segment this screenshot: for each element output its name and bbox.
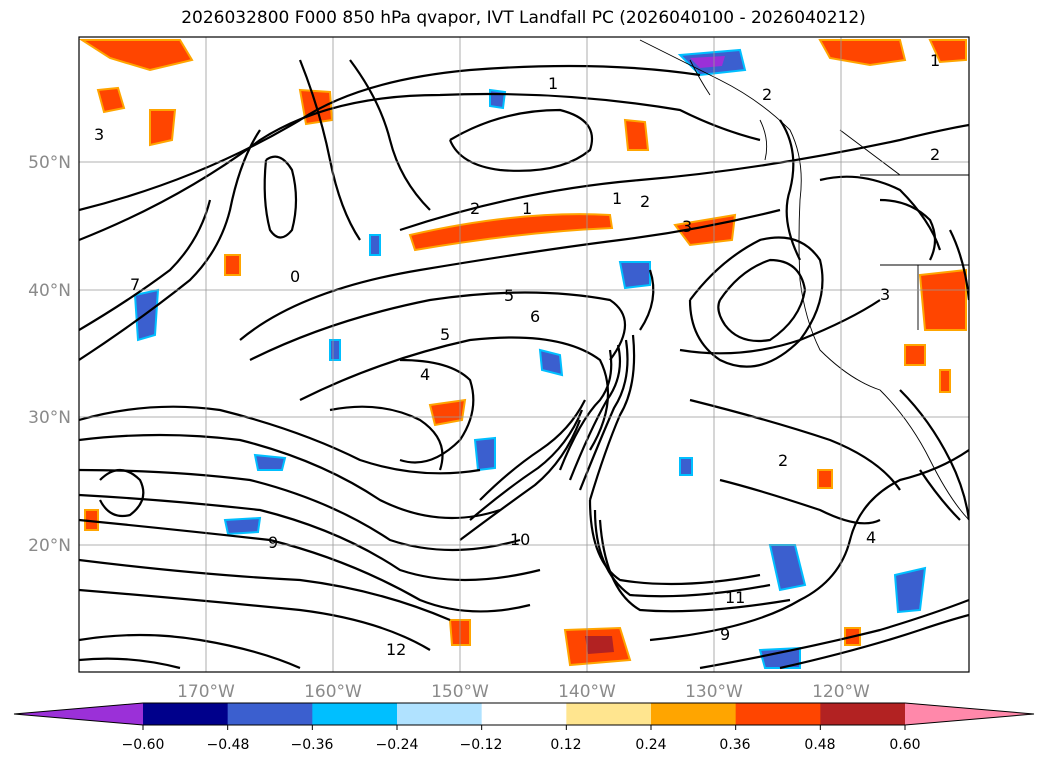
colorbar-label: −0.24	[376, 737, 419, 753]
colorbar-label: 0.60	[889, 737, 920, 753]
lon-label: 130°W	[685, 682, 743, 702]
map-title: 2026032800 F000 850 hPa qvapor, IVT Land…	[181, 8, 866, 28]
contour-labels: 1 2 1 2 3 5 6 5 4 7 2 3 2 9 10 12 11 9 2…	[94, 51, 940, 659]
contour-label: 1	[612, 189, 622, 208]
colorbar-label: −0.60	[122, 737, 165, 753]
colorbar-segment	[566, 703, 652, 725]
graticule	[79, 37, 969, 672]
lon-label: 140°W	[558, 682, 616, 702]
map-area: 1 2 1 2 3 5 6 5 4 7 2 3 2 9 10 12 11 9 2…	[79, 37, 969, 672]
contour-label: 10	[510, 530, 530, 549]
lat-label: 50°N	[28, 153, 71, 173]
contour-label: 5	[440, 325, 450, 344]
latitude-labels: 50°N 40°N 30°N 20°N	[28, 153, 71, 556]
contour-label: 2	[762, 85, 772, 104]
colorbar-segment	[735, 703, 821, 725]
contour-label: 5	[504, 286, 514, 305]
contour-label: 6	[530, 307, 540, 326]
colorbar-label: −0.48	[207, 737, 250, 753]
contour-label: 11	[725, 588, 745, 607]
colorbar-ticks	[142, 725, 906, 730]
map-frame	[78, 36, 970, 673]
contour-label: 1	[548, 74, 558, 93]
contour-label: 3	[682, 217, 692, 236]
contour-label: 1	[522, 199, 532, 218]
colorbar-segment	[481, 703, 567, 725]
contour-label: 12	[386, 640, 406, 659]
contour-label: 2	[470, 199, 480, 218]
colorbar-label: 0.12	[550, 737, 581, 753]
colorbar-segments	[143, 703, 906, 725]
colorbar-label: −0.36	[291, 737, 334, 753]
contour-label: 0	[290, 267, 300, 286]
lat-label: 30°N	[28, 408, 71, 428]
colorbar-label: −0.12	[460, 737, 503, 753]
lat-label: 40°N	[28, 281, 71, 301]
lon-label: 120°W	[812, 682, 870, 702]
contour-label: 2	[930, 145, 940, 164]
colorbar: −0.60 −0.48 −0.36 −0.24 −0.12 0.12 0.24 …	[13, 702, 1035, 753]
colorbar-segment	[651, 703, 737, 725]
lon-label: 150°W	[431, 682, 489, 702]
contour-label: 9	[720, 625, 730, 644]
contour-label: 1	[930, 51, 940, 70]
contour-label: 4	[866, 528, 876, 547]
ivt-contours	[79, 59, 969, 670]
contour-label: 7	[130, 275, 140, 294]
lat-label: 20°N	[28, 536, 71, 556]
colorbar-label: 0.36	[719, 737, 750, 753]
colorbar-segment	[820, 703, 906, 725]
longitude-labels: 170°W 160°W 150°W 140°W 130°W 120°W	[177, 682, 870, 702]
contour-label: 3	[94, 125, 104, 144]
contour-label: 4	[420, 365, 430, 384]
contour-label: 2	[640, 192, 650, 211]
colorbar-segment	[397, 703, 483, 725]
lon-label: 160°W	[304, 682, 362, 702]
lon-label: 170°W	[177, 682, 235, 702]
colorbar-label: 0.48	[804, 737, 835, 753]
colorbar-extend-high	[905, 703, 1034, 725]
colorbar-segment	[312, 703, 398, 725]
colorbar-segment	[227, 703, 313, 725]
colorbar-extend-low	[14, 703, 143, 725]
contour-label: 3	[880, 285, 890, 304]
colorbar-label: 0.24	[635, 737, 666, 753]
contour-label: 9	[268, 533, 278, 552]
contour-label: 2	[778, 451, 788, 470]
coastline	[639, 39, 969, 521]
colorbar-segment	[143, 703, 229, 725]
colorbar-labels: −0.60 −0.48 −0.36 −0.24 −0.12 0.12 0.24 …	[122, 737, 921, 753]
